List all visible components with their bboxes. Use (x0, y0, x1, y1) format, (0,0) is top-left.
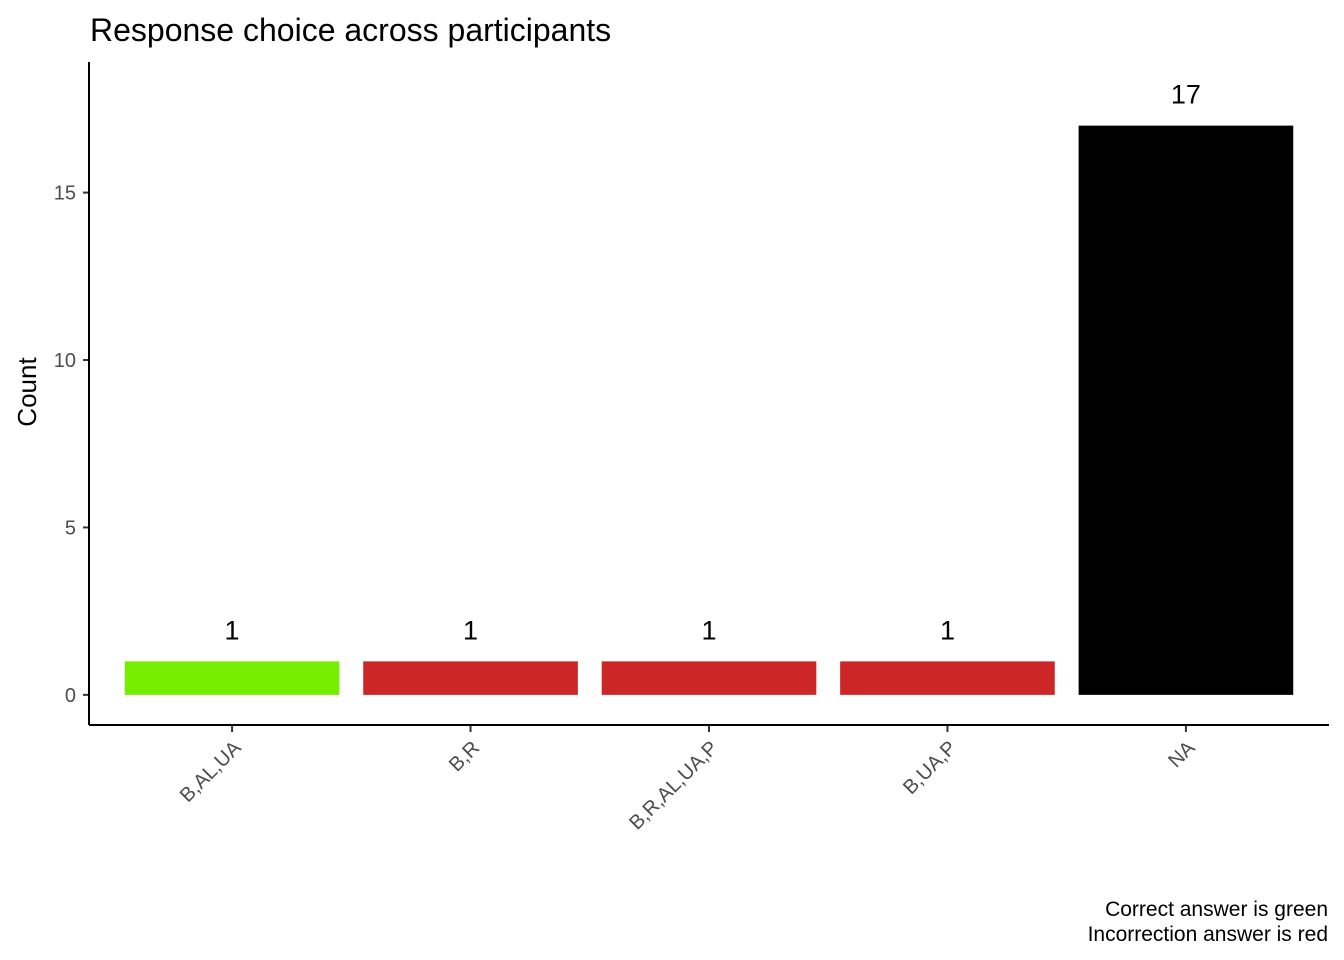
caption-line-2: Incorrection answer is red (1088, 923, 1328, 946)
caption-line-1: Correct answer is green (1105, 898, 1328, 921)
bar (124, 661, 340, 695)
y-axis-label: Count (12, 357, 42, 427)
bar (363, 661, 578, 695)
data-label: 1 (463, 615, 478, 645)
x-tick-label: B,R,AL,UA,P (625, 737, 722, 834)
plot-area: 0 5 10 15 1 B,AL,UA 1 B,R 1 B,R,AL,UA,P 1 B,UA,P 17 N… (54, 80, 1294, 834)
y-tick-label: 5 (65, 517, 76, 539)
y-tick-label: 15 (54, 183, 76, 205)
x-tick-label: B,UA,P (899, 737, 961, 799)
y-tick-label: 10 (54, 350, 76, 372)
x-tick-label: B,AL,UA (176, 737, 246, 807)
x-tick-label: NA (1164, 737, 1200, 773)
bar (601, 661, 817, 695)
x-tick-label: B,R (445, 737, 484, 776)
bar (1078, 125, 1294, 695)
bar (840, 661, 1055, 695)
y-tick-label: 0 (65, 685, 76, 707)
data-label: 1 (701, 615, 716, 645)
data-label: 1 (225, 615, 240, 645)
chart-title: Response choice across participants (90, 12, 611, 48)
data-label: 1 (940, 615, 955, 645)
data-label: 17 (1171, 80, 1201, 110)
